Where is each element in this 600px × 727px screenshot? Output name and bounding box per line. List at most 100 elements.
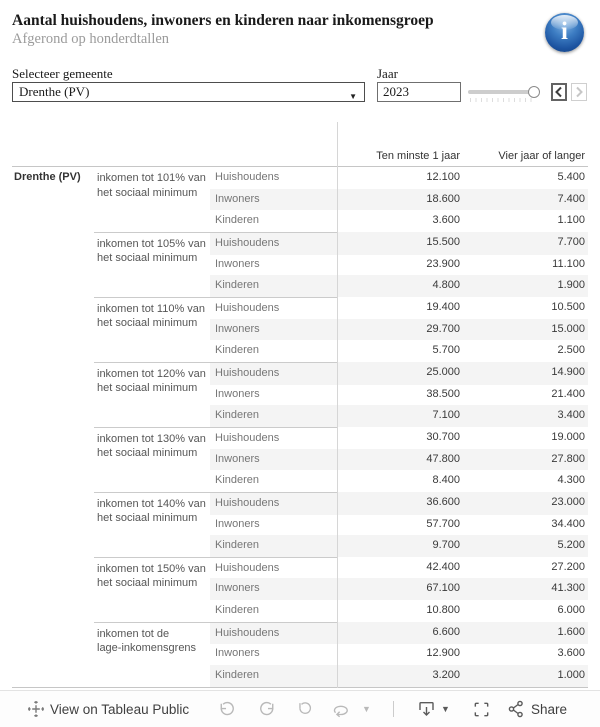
caret-down-icon[interactable]: ▼ xyxy=(441,704,450,714)
income-group-cell[interactable]: inkomen tot 140% van het sociaal minimum xyxy=(94,491,210,524)
value-cell[interactable]: 25.000 xyxy=(337,361,462,385)
row-label-cell[interactable]: Huishoudens xyxy=(210,361,337,385)
row-label-cell[interactable]: Inwoners xyxy=(210,188,337,211)
row-label-cell[interactable]: Kinderen xyxy=(210,535,337,557)
row-label-cell[interactable]: Huishoudens xyxy=(210,231,337,255)
value-cell[interactable]: 21.400 xyxy=(551,387,585,400)
value-cell[interactable]: 7.700 xyxy=(462,231,588,255)
value-cell[interactable]: 5.700 xyxy=(432,344,460,357)
income-group-cell[interactable]: inkomen tot 105% van het sociaal minimum xyxy=(94,231,210,264)
share-label[interactable]: Share xyxy=(531,701,568,717)
download-button[interactable] xyxy=(416,691,437,727)
value-cell[interactable]: 3.400 xyxy=(462,405,588,427)
value-cell[interactable]: 7.400 xyxy=(462,188,588,211)
value-cell[interactable]: 7.100 xyxy=(337,405,462,427)
value-cell[interactable]: 41.300 xyxy=(462,578,588,601)
income-group-cell[interactable]: inkomen tot 120% van het sociaal minimum xyxy=(94,361,210,394)
row-label-cell[interactable]: Inwoners xyxy=(215,647,260,660)
tableau-logo-icon[interactable] xyxy=(27,691,45,727)
value-cell[interactable]: 34.400 xyxy=(551,517,585,530)
value-cell[interactable]: 8.400 xyxy=(432,474,460,487)
value-cell[interactable]: 12.900 xyxy=(426,647,460,660)
row-label-cell[interactable]: Kinderen xyxy=(215,214,260,227)
value-cell[interactable]: 15.500 xyxy=(337,231,462,255)
value-cell[interactable]: 42.400 xyxy=(426,560,460,573)
income-group-cell[interactable]: inkomen tot de lage-inkomensgrens xyxy=(94,621,210,654)
value-cell[interactable]: 14.900 xyxy=(462,361,588,385)
value-cell[interactable]: 47.800 xyxy=(337,448,462,471)
value-cell[interactable]: 6.600 xyxy=(337,621,462,645)
value-cell[interactable]: 19.400 xyxy=(426,300,460,313)
value-cell[interactable]: 67.100 xyxy=(337,578,462,601)
row-label-cell[interactable]: Huishoudens xyxy=(210,556,337,580)
value-cell[interactable]: 3.200 xyxy=(337,665,462,687)
row-label-cell[interactable]: Huishoudens xyxy=(215,171,280,183)
row-label-cell[interactable]: Huishoudens xyxy=(210,296,337,320)
value-cell[interactable]: 9.700 xyxy=(337,535,462,557)
row-label-cell[interactable]: Inwoners xyxy=(210,448,337,471)
value-cell[interactable]: 5.200 xyxy=(462,535,588,557)
value-cell[interactable]: 4.300 xyxy=(557,474,585,487)
value-cell[interactable]: 29.700 xyxy=(337,318,462,341)
redo-button[interactable] xyxy=(258,691,277,727)
row-label-cell[interactable]: Inwoners xyxy=(210,578,337,601)
row-label-cell[interactable]: Huishoudens xyxy=(210,491,337,515)
column-header[interactable]: Ten minste 1 jaar xyxy=(376,150,460,162)
value-cell[interactable]: 4.800 xyxy=(337,275,462,297)
value-cell[interactable]: 6.000 xyxy=(557,604,585,617)
row-label-cell[interactable]: Kinderen xyxy=(210,665,337,687)
income-group-cell[interactable]: inkomen tot 150% van het sociaal minimum xyxy=(94,556,210,589)
fullscreen-button[interactable] xyxy=(472,691,491,727)
revert-button[interactable] xyxy=(295,691,313,727)
refresh-button[interactable] xyxy=(331,691,351,727)
row-label-cell[interactable]: Inwoners xyxy=(215,517,260,530)
value-cell[interactable]: 23.000 xyxy=(462,491,588,515)
row-label-cell[interactable]: Kinderen xyxy=(210,275,337,297)
caret-down-icon[interactable]: ▼ xyxy=(362,704,371,714)
income-group-cell[interactable]: inkomen tot 130% van het sociaal minimum xyxy=(94,426,210,459)
value-cell[interactable]: 57.700 xyxy=(426,517,460,530)
row-label-cell[interactable]: Inwoners xyxy=(210,318,337,341)
row-label-cell[interactable]: Inwoners xyxy=(215,387,260,400)
region-header-cell[interactable]: Drenthe (PV) xyxy=(14,171,81,183)
value-cell[interactable]: 12.100 xyxy=(426,171,460,183)
income-group-cell[interactable]: inkomen tot 110% van het sociaal minimum xyxy=(94,296,210,329)
value-cell[interactable]: 2.500 xyxy=(557,344,585,357)
row-label-cell[interactable]: Kinderen xyxy=(215,604,260,617)
info-icon[interactable]: i xyxy=(545,13,584,52)
row-label-cell[interactable]: Huishoudens xyxy=(210,621,337,645)
value-cell[interactable]: 3.600 xyxy=(557,647,585,660)
value-cell[interactable]: 36.600 xyxy=(337,491,462,515)
value-cell[interactable]: 30.700 xyxy=(426,430,460,443)
next-year-button[interactable] xyxy=(571,83,587,101)
slider-track[interactable] xyxy=(468,90,536,94)
value-cell[interactable]: 1.100 xyxy=(557,214,585,227)
undo-button[interactable] xyxy=(217,691,236,727)
jaar-input[interactable] xyxy=(377,82,461,102)
slider-handle[interactable] xyxy=(528,86,540,98)
prev-year-button[interactable] xyxy=(551,83,567,101)
share-button[interactable] xyxy=(506,691,526,727)
gemeente-select[interactable]: Drenthe (PV) ▼ xyxy=(12,82,365,102)
value-cell[interactable]: 5.400 xyxy=(557,171,585,183)
value-cell[interactable]: 27.800 xyxy=(462,448,588,471)
value-cell[interactable]: 1.600 xyxy=(462,621,588,645)
column-header[interactable]: Vier jaar of langer xyxy=(498,150,585,162)
value-cell[interactable]: 15.000 xyxy=(462,318,588,341)
value-cell[interactable]: 3.600 xyxy=(432,214,460,227)
row-label-cell[interactable]: Kinderen xyxy=(210,405,337,427)
value-cell[interactable]: 27.200 xyxy=(551,560,585,573)
income-group-cell[interactable]: inkomen tot 101% van het sociaal minimum xyxy=(97,172,206,199)
value-cell[interactable]: 1.000 xyxy=(462,665,588,687)
row-label-cell[interactable]: Inwoners xyxy=(215,257,260,270)
value-cell[interactable]: 1.900 xyxy=(462,275,588,297)
value-cell[interactable]: 18.600 xyxy=(337,188,462,211)
value-cell[interactable]: 10.800 xyxy=(426,604,460,617)
value-cell[interactable]: 10.500 xyxy=(551,300,585,313)
value-cell[interactable]: 11.100 xyxy=(552,257,585,270)
row-label-cell[interactable]: Kinderen xyxy=(215,474,260,487)
value-cell[interactable]: 23.900 xyxy=(426,257,460,270)
row-label-cell[interactable]: Kinderen xyxy=(215,344,260,357)
view-on-tableau-public-link[interactable]: View on Tableau Public xyxy=(50,701,190,717)
row-label-cell[interactable]: Huishoudens xyxy=(210,426,337,450)
